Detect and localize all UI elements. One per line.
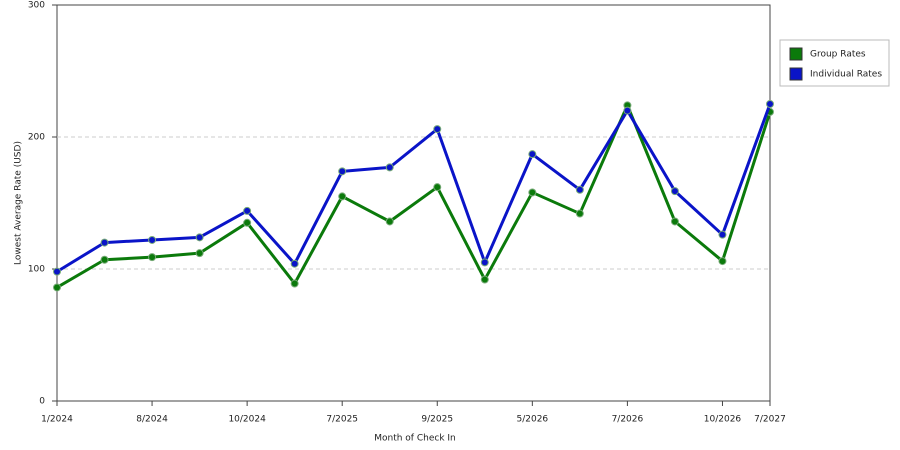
data-point <box>243 218 252 227</box>
y-tick-label: 100 <box>28 265 45 275</box>
y-tick-label: 0 <box>39 397 45 407</box>
data-point <box>528 188 537 197</box>
data-point <box>575 209 584 218</box>
x-tick-label: 1/2024 <box>41 415 73 425</box>
plot-frame <box>56 4 771 402</box>
data-point <box>338 192 347 201</box>
legend-label: Individual Rates <box>810 70 882 80</box>
data-point <box>766 100 774 108</box>
legend-swatch <box>789 47 803 61</box>
x-tick-label: 5/2026 <box>516 415 548 425</box>
data-point <box>148 235 157 244</box>
data-point <box>480 275 489 284</box>
data-point <box>670 217 679 226</box>
data-point <box>433 183 442 192</box>
data-point <box>53 283 61 292</box>
data-point <box>718 257 727 266</box>
data-point <box>433 125 442 134</box>
series-line <box>56 103 772 273</box>
x-tick-label: 10/2026 <box>704 415 742 425</box>
y-tick-label: 300 <box>28 1 45 11</box>
x-tick-label: 7/2026 <box>612 415 644 425</box>
series-line <box>56 103 772 289</box>
data-point <box>195 249 204 258</box>
data-point <box>148 253 157 262</box>
legend-swatch <box>789 67 803 81</box>
y-tick-label: 200 <box>28 133 45 143</box>
data-point <box>385 217 394 226</box>
data-point <box>480 258 489 267</box>
data-point <box>338 167 347 176</box>
data-point <box>290 279 299 288</box>
data-point <box>243 206 252 215</box>
data-point <box>195 233 204 242</box>
data-point <box>385 163 394 172</box>
x-axis-label: Month of Check In <box>374 434 456 444</box>
data-point <box>575 185 584 194</box>
x-tick-label: 7/2025 <box>326 415 358 425</box>
legend-label: Group Rates <box>810 50 866 60</box>
x-tick-label: 10/2024 <box>228 415 266 425</box>
data-point <box>100 255 109 264</box>
data-point <box>670 187 679 196</box>
data-point <box>718 230 727 239</box>
data-point <box>623 106 632 115</box>
x-tick-label: 8/2024 <box>136 415 168 425</box>
x-tick-label: 9/2025 <box>421 415 453 425</box>
data-point <box>53 267 61 276</box>
data-point <box>290 259 299 268</box>
x-tick-label: 7/2027 <box>754 415 786 425</box>
data-point <box>528 150 537 159</box>
y-axis-label: Lowest Average Rate (USD) <box>14 141 24 265</box>
data-point <box>100 238 109 247</box>
